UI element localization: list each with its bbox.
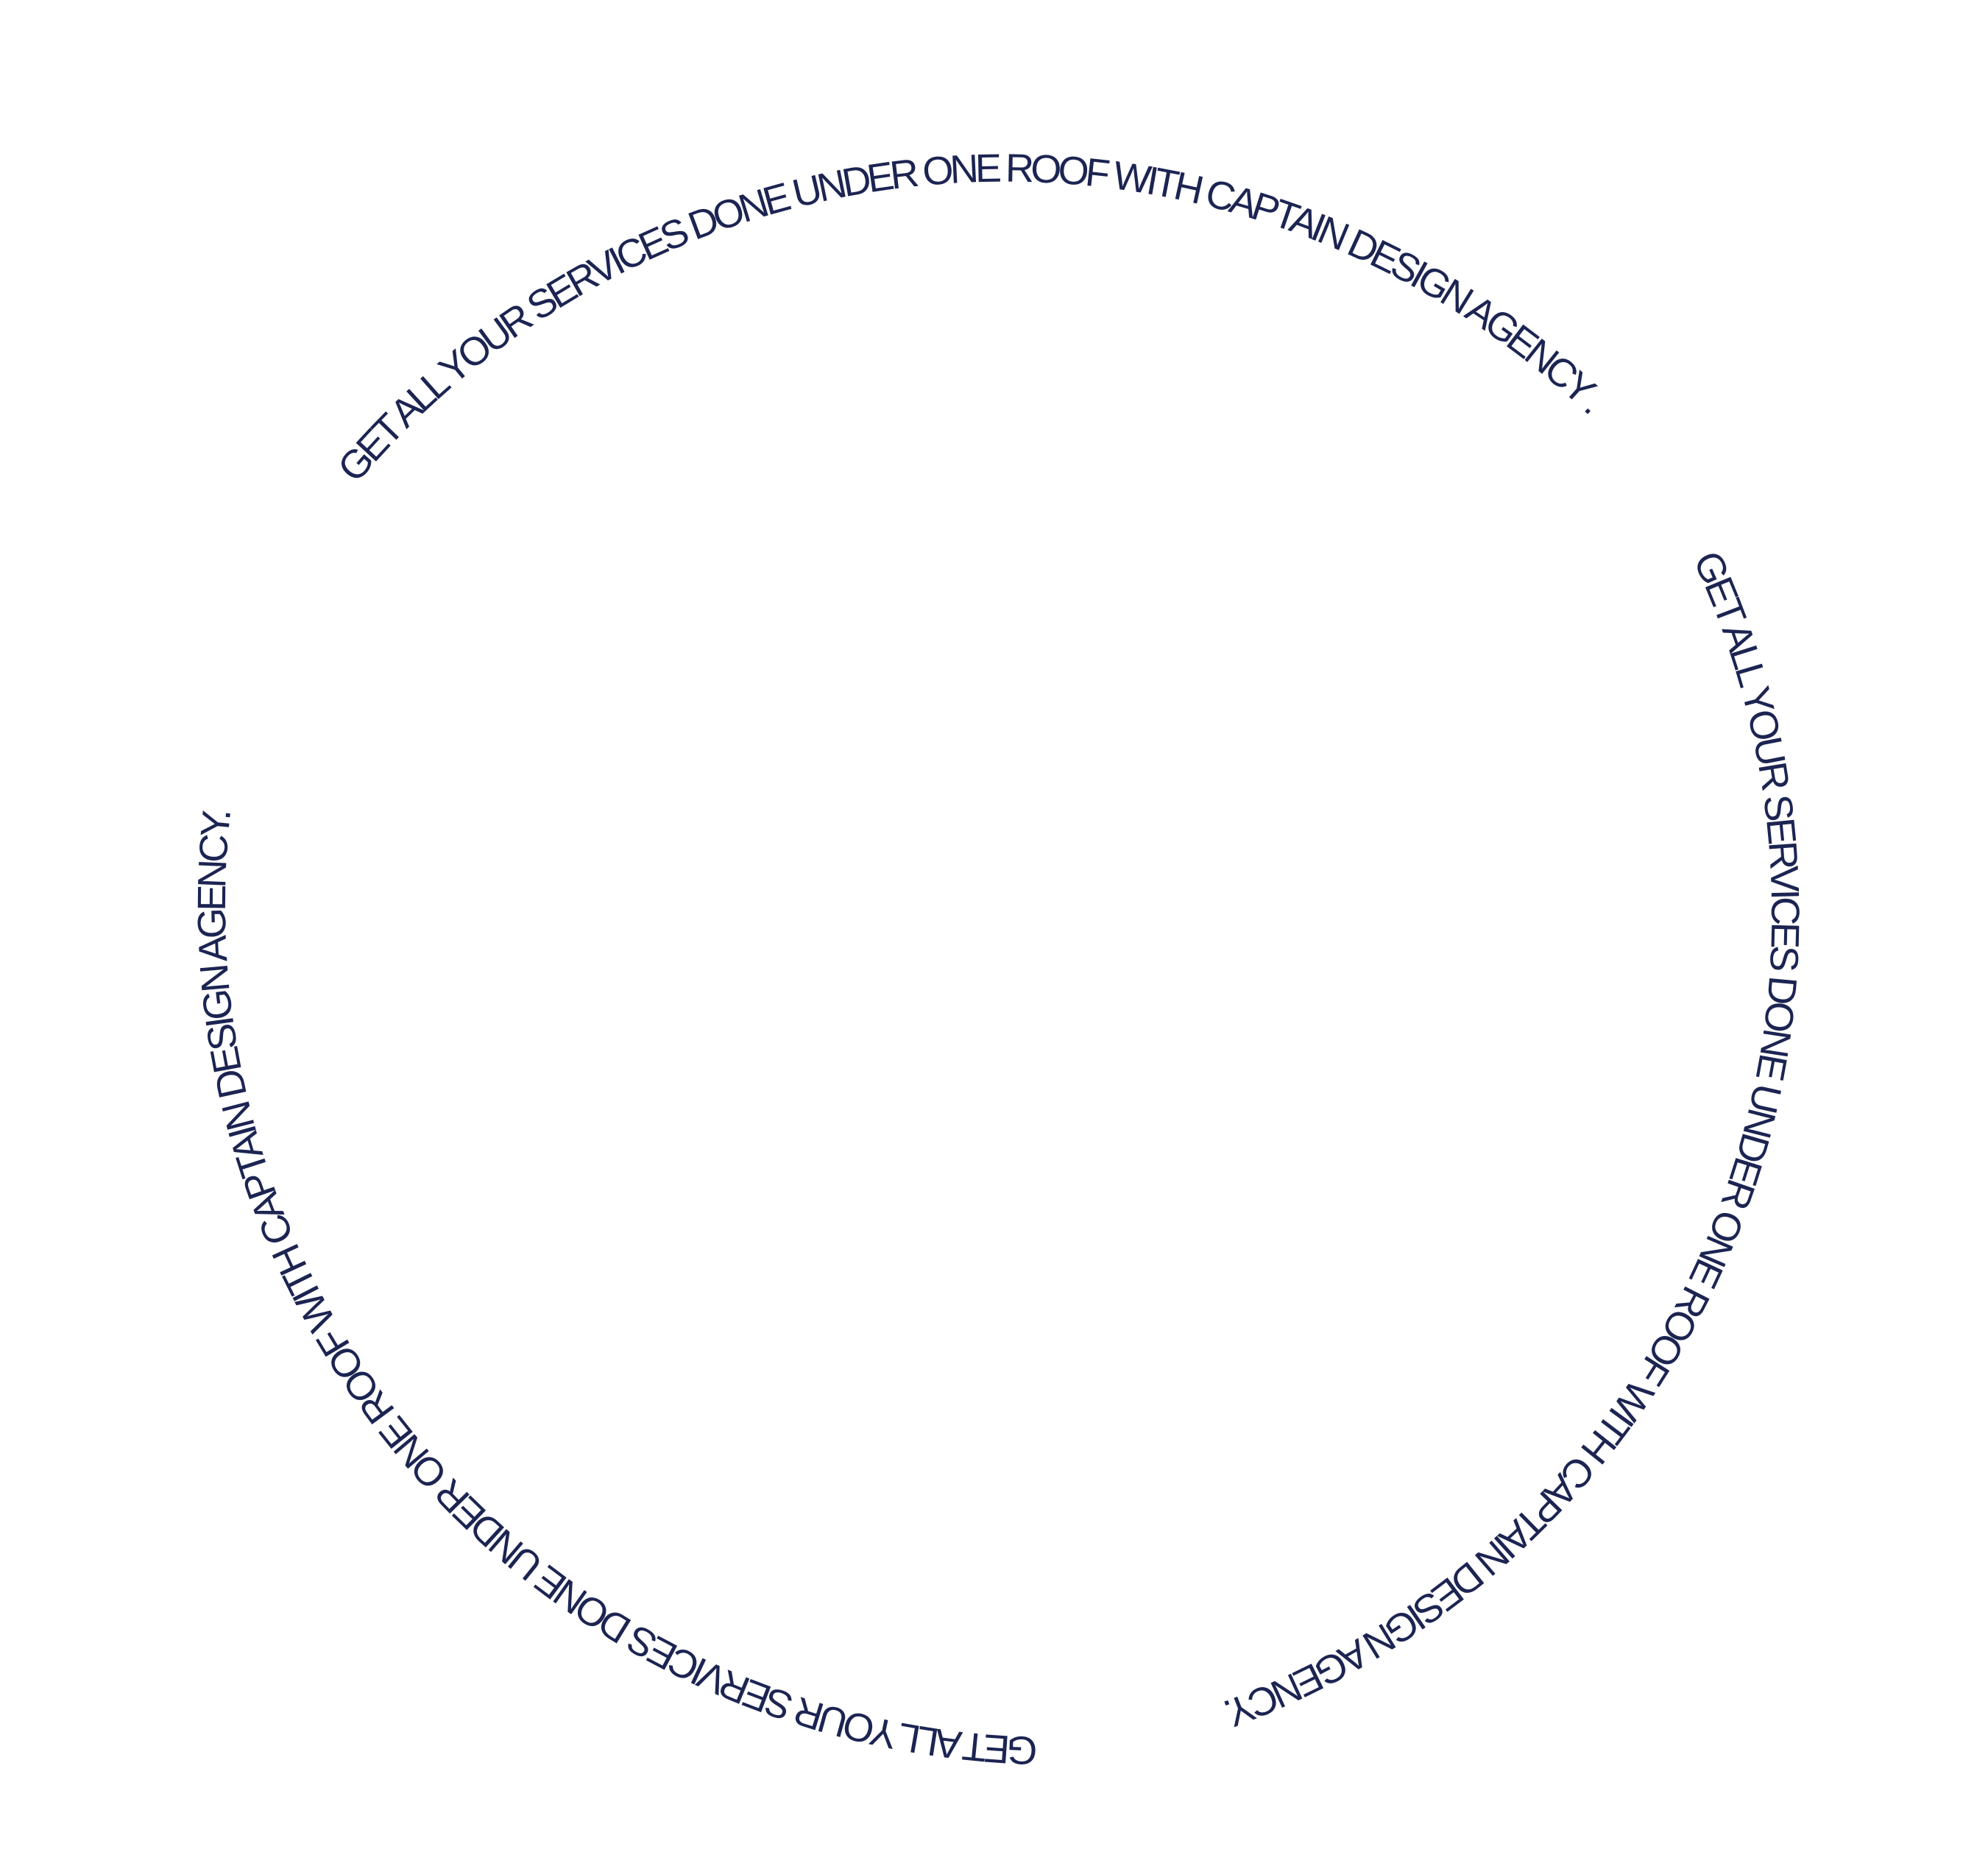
arc-text-top-path: GET ALL YOUR SERVICES DONE UNDER ONE ROO…: [330, 146, 1615, 490]
arc-text-right: GET ALL YOUR SERVICES DONE UNDER ONE ROO…: [1217, 545, 1808, 1736]
arc-text-left: GET ALL YOUR SERVICES DONE UNDER ONE ROO…: [190, 805, 1039, 1773]
arc-text-right-path: GET ALL YOUR SERVICES DONE UNDER ONE ROO…: [1217, 545, 1807, 1736]
arc-text-left-path: GET ALL YOUR SERVICES DONE UNDER ONE ROO…: [190, 805, 1038, 1773]
arc-text-top: GET ALL YOUR SERVICES DONE UNDER ONE ROO…: [330, 146, 1616, 490]
